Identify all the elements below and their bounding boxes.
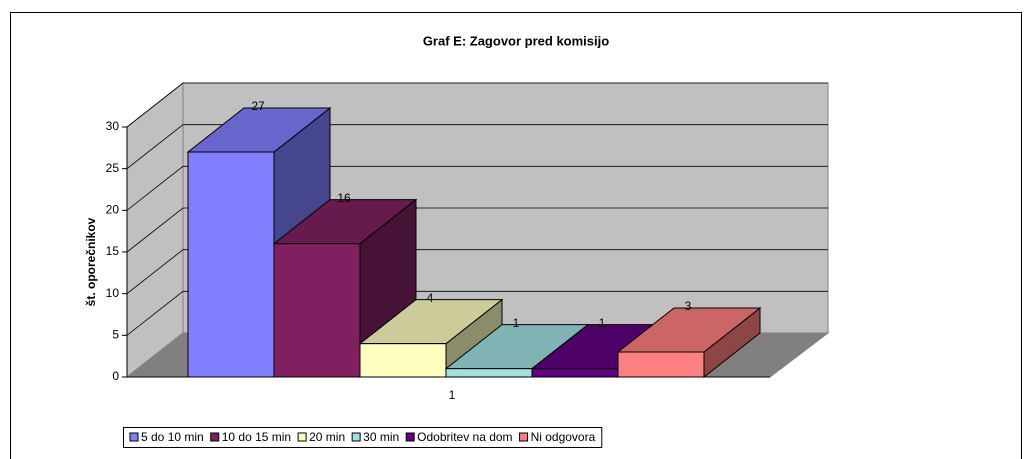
y-axis-label: št. oporečnikov	[84, 217, 98, 306]
y-tick-label: 20	[106, 203, 120, 217]
x-tick-label: 1	[449, 388, 456, 402]
value-label: 3	[685, 299, 692, 313]
bar	[273, 243, 361, 378]
grid-line	[126, 290, 828, 336]
legend-label: 20 min	[309, 430, 345, 444]
y-tick-label: 0	[112, 369, 119, 383]
legend-label: 30 min	[363, 430, 399, 444]
value-label: 4	[427, 291, 434, 305]
grid-line	[126, 82, 828, 128]
bar	[359, 343, 447, 378]
legend-label: 5 do 10 min	[141, 430, 204, 444]
legend-swatch	[297, 432, 307, 442]
y-tick-label: 5	[112, 328, 119, 342]
value-label: 27	[251, 99, 265, 113]
value-label: 16	[337, 191, 351, 205]
value-label: 1	[513, 316, 520, 330]
grid-line	[126, 249, 828, 294]
grid-line	[126, 165, 828, 211]
legend-swatch	[129, 432, 139, 442]
y-tick-label: 30	[106, 119, 120, 133]
legend-swatch	[405, 432, 415, 442]
legend-label: 10 do 15 min	[222, 430, 291, 444]
bar	[445, 368, 533, 378]
legend-swatch	[351, 432, 361, 442]
legend-swatch	[519, 432, 529, 442]
value-label: 1	[599, 316, 606, 330]
legend	[123, 427, 603, 448]
legend-label: Ni odgovora	[531, 430, 596, 444]
bar	[617, 351, 705, 378]
y-tick-label: 15	[106, 244, 120, 258]
chart-title: Graf E: Zagovor pred komisijo	[423, 33, 609, 48]
bar	[531, 368, 619, 378]
y-tick-label: 25	[106, 161, 120, 175]
grid-line	[126, 124, 828, 169]
bar	[187, 151, 275, 378]
grid-line	[126, 207, 828, 253]
legend-swatch	[210, 432, 220, 442]
y-tick-label: 10	[106, 286, 120, 300]
legend-label: Odobritev na dom	[417, 430, 512, 444]
